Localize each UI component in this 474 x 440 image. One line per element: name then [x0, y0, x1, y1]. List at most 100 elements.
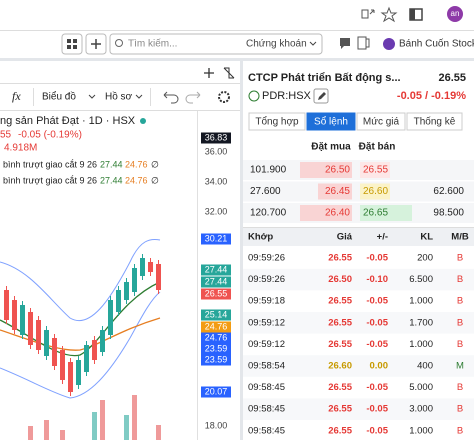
- candle: [68, 362, 73, 392]
- bid-price: 26.40: [325, 208, 350, 219]
- sidebar-icon-fill: [410, 9, 415, 20]
- symbol: ng sản Phát Đạt · 1D · HSX: [0, 115, 136, 127]
- price-tag: [201, 264, 231, 276]
- price-tag: [201, 233, 231, 245]
- chevron: [309, 41, 317, 46]
- grid-button[interactable]: [61, 33, 83, 55]
- divider: [0, 83, 240, 84]
- ask-bar: [360, 205, 412, 221]
- trade-time: 09:59:12: [248, 339, 285, 350]
- trade-volume: 400: [417, 361, 433, 372]
- divider: [33, 88, 34, 106]
- quote-content: Tổng hợp Sổ lệnh Mức giá Thống kê Đặt mua Đặt…: [243, 112, 474, 436]
- trade-time: 09:58:45: [248, 425, 285, 436]
- tab[interactable]: [306, 112, 356, 131]
- avatar[interactable]: [447, 6, 463, 22]
- menu-item[interactable]: Hồ sơ: [105, 91, 133, 103]
- volume-bar: [156, 425, 161, 440]
- candle: [20, 305, 25, 335]
- indicator-name: bình trượt giao cắt 9 26: [3, 159, 97, 169]
- search-box[interactable]: [109, 33, 323, 55]
- price-label: 30.21: [205, 233, 228, 243]
- trade-side: B: [457, 404, 463, 415]
- redo-icon[interactable]: [185, 91, 201, 104]
- price-tag: [201, 354, 231, 366]
- divider: [243, 227, 474, 228]
- trade-side: B: [457, 425, 463, 436]
- expand-icon[interactable]: [223, 67, 235, 79]
- trade-header: KL: [420, 232, 433, 243]
- candle: [116, 290, 121, 312]
- candle: [92, 340, 97, 360]
- tab-label: Sổ lệnh: [314, 116, 348, 128]
- candles: [0, 238, 161, 440]
- chevron: [88, 94, 143, 99]
- trade-side: B: [457, 253, 463, 264]
- tab[interactable]: [406, 112, 463, 131]
- volume-bar: [92, 412, 97, 440]
- indicator-slow: 24.76: [125, 159, 148, 169]
- price-label: 25.14: [205, 309, 228, 319]
- candle: [100, 330, 105, 352]
- menu-item[interactable]: Biểu đồ: [42, 91, 76, 103]
- trade-price: 26.55: [328, 382, 352, 393]
- price-label: 26.55: [205, 288, 228, 298]
- trade-side: B: [457, 382, 463, 393]
- indicator-button[interactable]: fx: [12, 89, 21, 103]
- band-upper: [0, 238, 161, 322]
- indicator-slow: 24.76: [125, 175, 148, 185]
- price-axis-labels: 36.83 36.00 34.00 32.00 30.21 27.44 27.44 26.55…: [201, 132, 231, 430]
- price-label: 32.00: [205, 206, 228, 216]
- undo-icon[interactable]: [163, 91, 179, 104]
- price-tag: [201, 321, 231, 333]
- add-button[interactable]: [85, 33, 107, 55]
- trade-volume: 3.000: [409, 404, 433, 415]
- trade-price: 26.55: [328, 317, 352, 328]
- plus-icon: [91, 39, 101, 49]
- market-select[interactable]: Chứng khoán: [246, 39, 307, 50]
- account-icon[interactable]: [383, 38, 395, 50]
- divider: [240, 61, 243, 440]
- trade-volume: 5.000: [409, 382, 433, 393]
- price-tag: [201, 309, 231, 321]
- divider: [0, 110, 240, 111]
- ask-bar: [360, 162, 390, 178]
- book-icon[interactable]: [357, 36, 370, 50]
- trade-change: -0.05: [366, 382, 388, 393]
- share-icon[interactable]: [361, 9, 375, 19]
- ask-bar: [360, 183, 390, 200]
- price-label: 27.44: [205, 264, 228, 274]
- trade-time: 09:59:26: [248, 274, 285, 285]
- volume-bar: [28, 426, 33, 440]
- chat-icon[interactable]: [340, 38, 350, 49]
- price-tag: [201, 332, 231, 344]
- price-label: 20.07: [205, 386, 228, 396]
- price-label: 24.76: [205, 332, 228, 342]
- candle: [52, 338, 57, 366]
- settings-icon[interactable]: [218, 91, 230, 103]
- header-bg: [243, 228, 474, 246]
- tab[interactable]: [248, 112, 306, 131]
- volume-bar: [44, 420, 49, 440]
- tab[interactable]: [356, 112, 406, 131]
- trade-side: B: [457, 339, 463, 350]
- bid-bar: [300, 205, 352, 221]
- edit-button[interactable]: [313, 88, 329, 104]
- trade-side: M: [456, 361, 464, 372]
- indicator-cross: ∅: [151, 175, 159, 185]
- trade-side: B: [457, 274, 463, 285]
- add-tab[interactable]: [204, 68, 214, 78]
- row-bg: [243, 312, 474, 334]
- bid-price: 26.45: [325, 186, 350, 197]
- trade-price: 26.55: [328, 425, 352, 436]
- account-name: Bánh Cuốn Stocks: [399, 38, 474, 50]
- price-label: 18.00: [205, 420, 228, 430]
- price-tag: [201, 343, 231, 355]
- trade-time: 09:59:18: [248, 296, 285, 307]
- bid-bar: [318, 183, 352, 200]
- avatar-text: an: [451, 9, 460, 18]
- trade-volume: 1.000: [409, 339, 433, 350]
- star-icon[interactable]: [380, 6, 398, 23]
- ask-volume: 98.500: [433, 208, 464, 219]
- company-name: CTCP Phát triển Bất động s...: [248, 72, 401, 84]
